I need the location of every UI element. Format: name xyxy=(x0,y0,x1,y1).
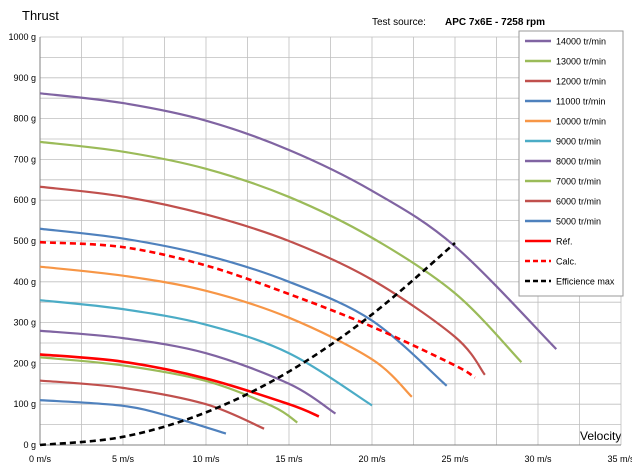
x-tick-label: 30 m/s xyxy=(524,454,552,464)
series-line-9000-tr-min xyxy=(39,299,373,407)
legend-label-9000-tr-min: 9000 tr/min xyxy=(556,137,601,147)
x-tick-label: 20 m/s xyxy=(358,454,386,464)
series-line-r-f xyxy=(39,353,320,418)
legend-label-5000-tr-min: 5000 tr/min xyxy=(556,217,601,227)
y-tick-label: 500 g xyxy=(13,236,36,246)
y-axis-label: Thrust xyxy=(22,8,59,23)
y-tick-label: 900 g xyxy=(13,73,36,83)
y-tick-label: 400 g xyxy=(13,277,36,287)
x-tick-label: 5 m/s xyxy=(112,454,135,464)
x-tick-label: 15 m/s xyxy=(275,454,303,464)
series-lines xyxy=(39,92,558,447)
legend-label-7000-tr-min: 7000 tr/min xyxy=(556,177,601,187)
legend-label-6000-tr-min: 6000 tr/min xyxy=(556,197,601,207)
x-tick-label: 0 m/s xyxy=(29,454,52,464)
legend-label-efficience-max: Efficience max xyxy=(556,277,615,287)
legend-label-12000-tr-min: 12000 tr/min xyxy=(556,77,606,87)
y-tick-label: 100 g xyxy=(13,399,36,409)
series-line-12000-tr-min xyxy=(39,185,486,376)
y-tick-label: 1000 g xyxy=(8,32,36,42)
series-line-efficience-max xyxy=(39,242,456,447)
x-axis-label: Velocity xyxy=(580,429,621,443)
series-line-5000-tr-min xyxy=(39,399,227,435)
series-line-calc xyxy=(39,240,476,379)
legend-label-13000-tr-min: 13000 tr/min xyxy=(556,57,606,67)
legend-label-14000-tr-min: 14000 tr/min xyxy=(556,37,606,47)
test-source-label: Test source: xyxy=(372,17,426,28)
series-line-7000-tr-min xyxy=(39,356,298,424)
series-line-6000-tr-min xyxy=(39,379,265,430)
y-tick-label: 200 g xyxy=(13,358,36,368)
legend-box xyxy=(518,30,624,297)
legend-label-10000-tr-min: 10000 tr/min xyxy=(556,117,606,127)
x-tick-label: 35 m/s xyxy=(607,454,632,464)
y-tick-label: 700 g xyxy=(13,154,36,164)
legend: 14000 tr/min 13000 tr/min 12000 tr/min 1100… xyxy=(518,30,624,297)
series-line-8000-tr-min xyxy=(39,329,337,415)
series-line-13000-tr-min xyxy=(39,140,523,363)
series-line-11000-tr-min xyxy=(39,227,448,387)
test-source-value: APC 7x6E - 7258 rpm xyxy=(445,17,545,28)
tick-labels: 0 g 100 g 200 g 300 g 400 g 500 g 600 g 700 g 80… xyxy=(8,32,632,464)
y-tick-label: 600 g xyxy=(13,195,36,205)
series-line-10000-tr-min xyxy=(39,265,413,398)
series-line-14000-tr-min xyxy=(39,92,558,350)
legend-label-11000-tr-min: 11000 tr/min xyxy=(556,97,605,107)
legend-label-calc: Calc. xyxy=(556,257,577,267)
y-tick-label: 800 g xyxy=(13,114,36,124)
x-tick-label: 25 m/s xyxy=(441,454,469,464)
legend-label-r-f: Réf. xyxy=(556,237,573,247)
y-tick-label: 0 g xyxy=(23,440,36,450)
y-tick-label: 300 g xyxy=(13,318,36,328)
x-tick-label: 10 m/s xyxy=(192,454,220,464)
legend-label-8000-tr-min: 8000 tr/min xyxy=(556,157,601,167)
